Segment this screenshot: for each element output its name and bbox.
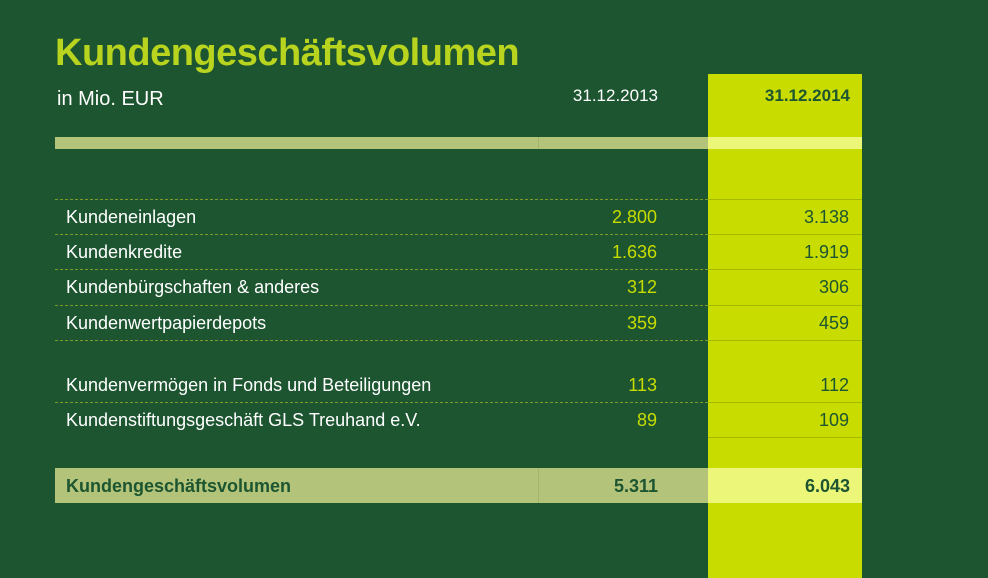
row-divider xyxy=(55,269,708,270)
total-label: Kundengeschäftsvolumen xyxy=(66,476,292,496)
total-value-2014: 6.043 xyxy=(804,476,850,496)
column-header-2014: 31.12.2014 xyxy=(764,86,850,105)
total-value-2013: 5.311 xyxy=(613,476,658,496)
row-divider xyxy=(708,437,862,438)
row-value-2014: 3.138 xyxy=(803,207,849,227)
header-divider-separator xyxy=(538,137,539,149)
row-divider xyxy=(708,402,862,403)
header-divider-bar-highlight xyxy=(708,137,862,149)
row-divider xyxy=(708,269,862,270)
row-value-2013: 89 xyxy=(636,410,657,430)
row-divider xyxy=(708,305,862,306)
row-value-2014: 112 xyxy=(820,375,849,395)
total-row-highlight xyxy=(708,468,862,503)
page-title: Kundengeschäftsvolumen xyxy=(55,32,520,74)
row-label: Kundenstiftungsgeschäft GLS Treuhand e.V… xyxy=(66,410,421,430)
row-divider xyxy=(708,234,862,235)
row-value-2014: 459 xyxy=(818,313,849,333)
total-row-separator xyxy=(538,468,539,503)
row-value-2013: 2.800 xyxy=(611,207,657,227)
table-row: Kundenstiftungsgeschäft GLS Treuhand e.V… xyxy=(55,403,862,438)
row-value-2014: 109 xyxy=(818,410,849,430)
row-label: Kundenbürgschaften & anderes xyxy=(66,277,320,297)
row-value-2014: 306 xyxy=(818,277,849,297)
row-label: Kundenwertpapierdepots xyxy=(66,313,267,333)
table-row: Kundenvermögen in Fonds und Beteiligunge… xyxy=(55,368,862,403)
row-divider xyxy=(55,340,708,341)
row-divider xyxy=(55,199,708,200)
row-divider xyxy=(708,340,862,341)
row-divider xyxy=(55,234,708,235)
column-header-2013: 31.12.2013 xyxy=(572,86,658,105)
row-value-2013: 359 xyxy=(626,313,657,333)
row-label: Kundenkredite xyxy=(66,242,183,262)
table-row: Kundeneinlagen 2.800 3.138 xyxy=(55,200,862,235)
unit-subtitle: in Mio. EUR xyxy=(57,88,164,110)
row-value-2013: 1.636 xyxy=(611,242,657,262)
table-row: Kundenbürgschaften & anderes 312 306 xyxy=(55,270,862,305)
header-divider-bar xyxy=(55,137,708,149)
total-row-background xyxy=(55,468,708,503)
table-row: Kundenwertpapierdepots 359 459 xyxy=(55,306,862,341)
row-value-2013: 312 xyxy=(626,277,657,297)
row-label: Kundeneinlagen xyxy=(66,207,197,227)
row-divider xyxy=(55,402,708,403)
row-divider xyxy=(55,305,708,306)
row-value-2014: 1.919 xyxy=(803,242,849,262)
row-divider xyxy=(708,199,862,200)
row-value-2013: 113 xyxy=(628,375,657,395)
table-row: Kundenkredite 1.636 1.919 xyxy=(55,235,862,270)
row-label: Kundenvermögen in Fonds und Beteiligunge… xyxy=(66,375,432,395)
